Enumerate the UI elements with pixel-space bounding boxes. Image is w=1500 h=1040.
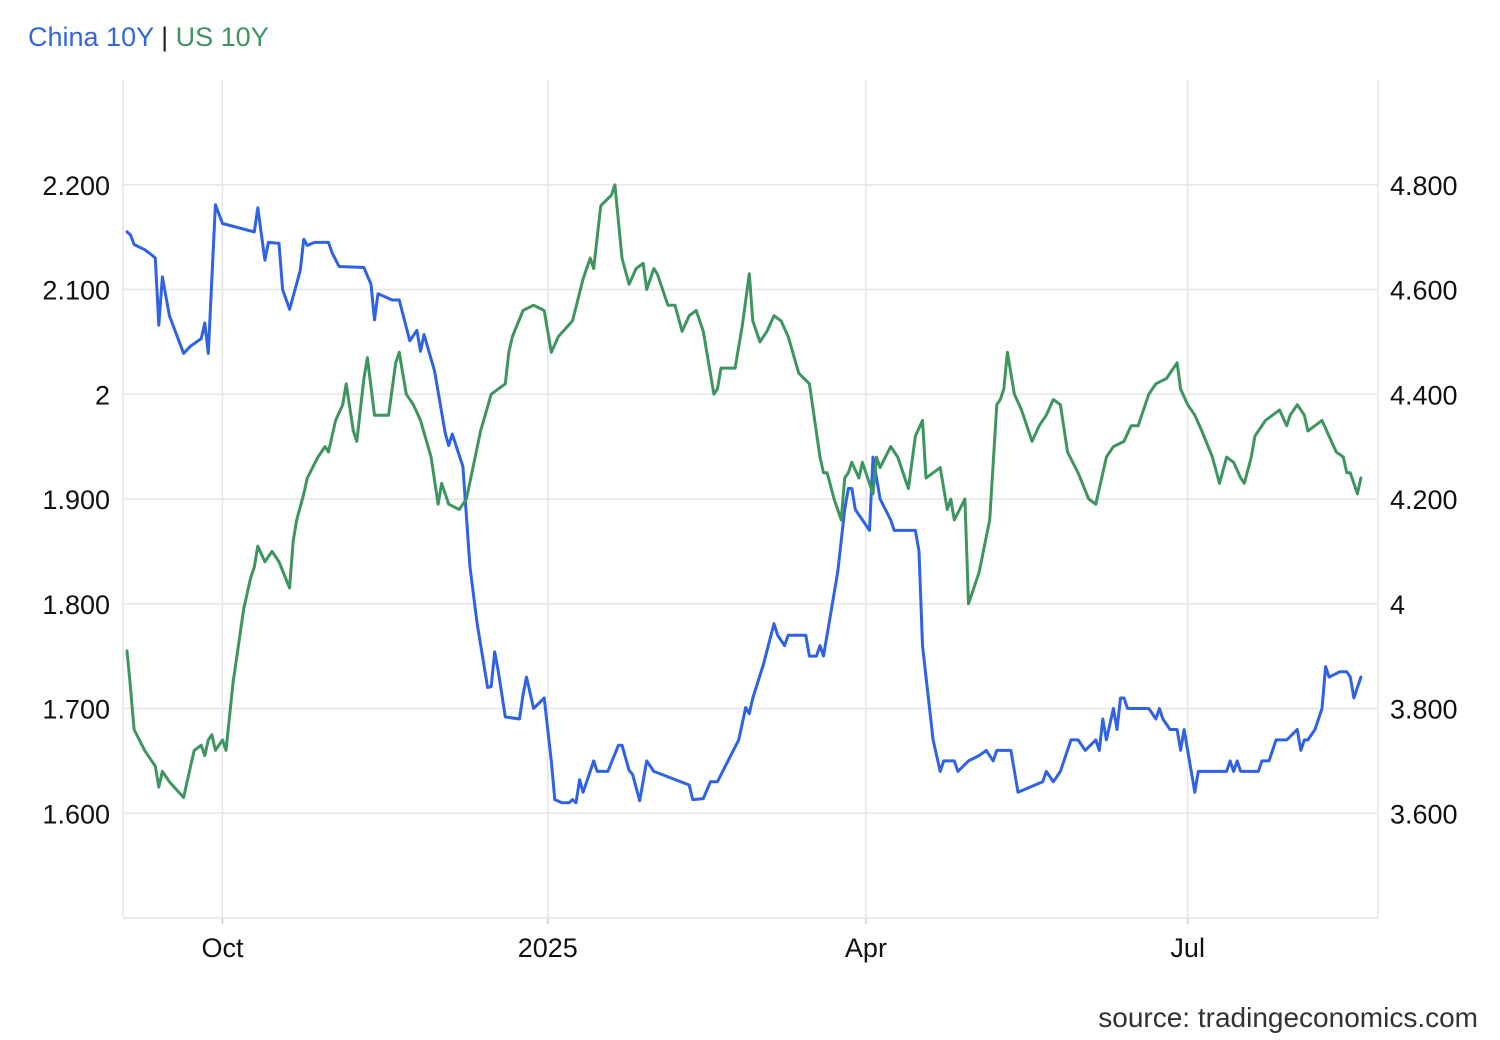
- us-10y-line: [125, 183, 1363, 799]
- series-lines: [125, 183, 1363, 805]
- x-tick-label: Jul: [1170, 933, 1205, 963]
- y-left-tick-label: 2.200: [42, 171, 110, 201]
- axes: [122, 80, 1379, 924]
- y-right-tick-label: 4.400: [1390, 380, 1458, 410]
- legend-us-10y[interactable]: US 10Y: [175, 22, 269, 52]
- y-right-tick-label: 3.600: [1390, 799, 1458, 829]
- grid-lines: [123, 80, 1378, 918]
- x-tick-label: Apr: [845, 933, 887, 963]
- legend-china-10y[interactable]: China 10Y: [28, 22, 154, 52]
- y-left-tick-label: 1.900: [42, 485, 110, 515]
- y-right-tick-label: 4: [1390, 590, 1405, 620]
- y-right-tick-label: 4.600: [1390, 276, 1458, 306]
- y-left-tick-label: 2: [95, 380, 110, 410]
- y-right-tick-label: 3.800: [1390, 695, 1458, 725]
- chart-legend: China 10Y | US 10Y: [28, 22, 269, 53]
- y-right-tick-label: 4.200: [1390, 485, 1458, 515]
- tick-labels: 1.600 1.700 1.800 1.900 2 2.100 2.200 3.600 3.80…: [42, 171, 1457, 963]
- y-left-tick-label: 1.800: [42, 590, 110, 620]
- x-tick-label: 2025: [518, 933, 578, 963]
- legend-separator: |: [161, 22, 169, 52]
- china-10y-line: [125, 203, 1363, 805]
- source-credit[interactable]: source: tradingeconomics.com: [1098, 1002, 1478, 1033]
- y-left-tick-label: 1.600: [42, 799, 110, 829]
- y-left-tick-label: 1.700: [42, 695, 110, 725]
- y-left-tick-label: 2.100: [42, 276, 110, 306]
- y-right-tick-label: 4.800: [1390, 171, 1458, 201]
- x-tick-label: Oct: [201, 933, 244, 963]
